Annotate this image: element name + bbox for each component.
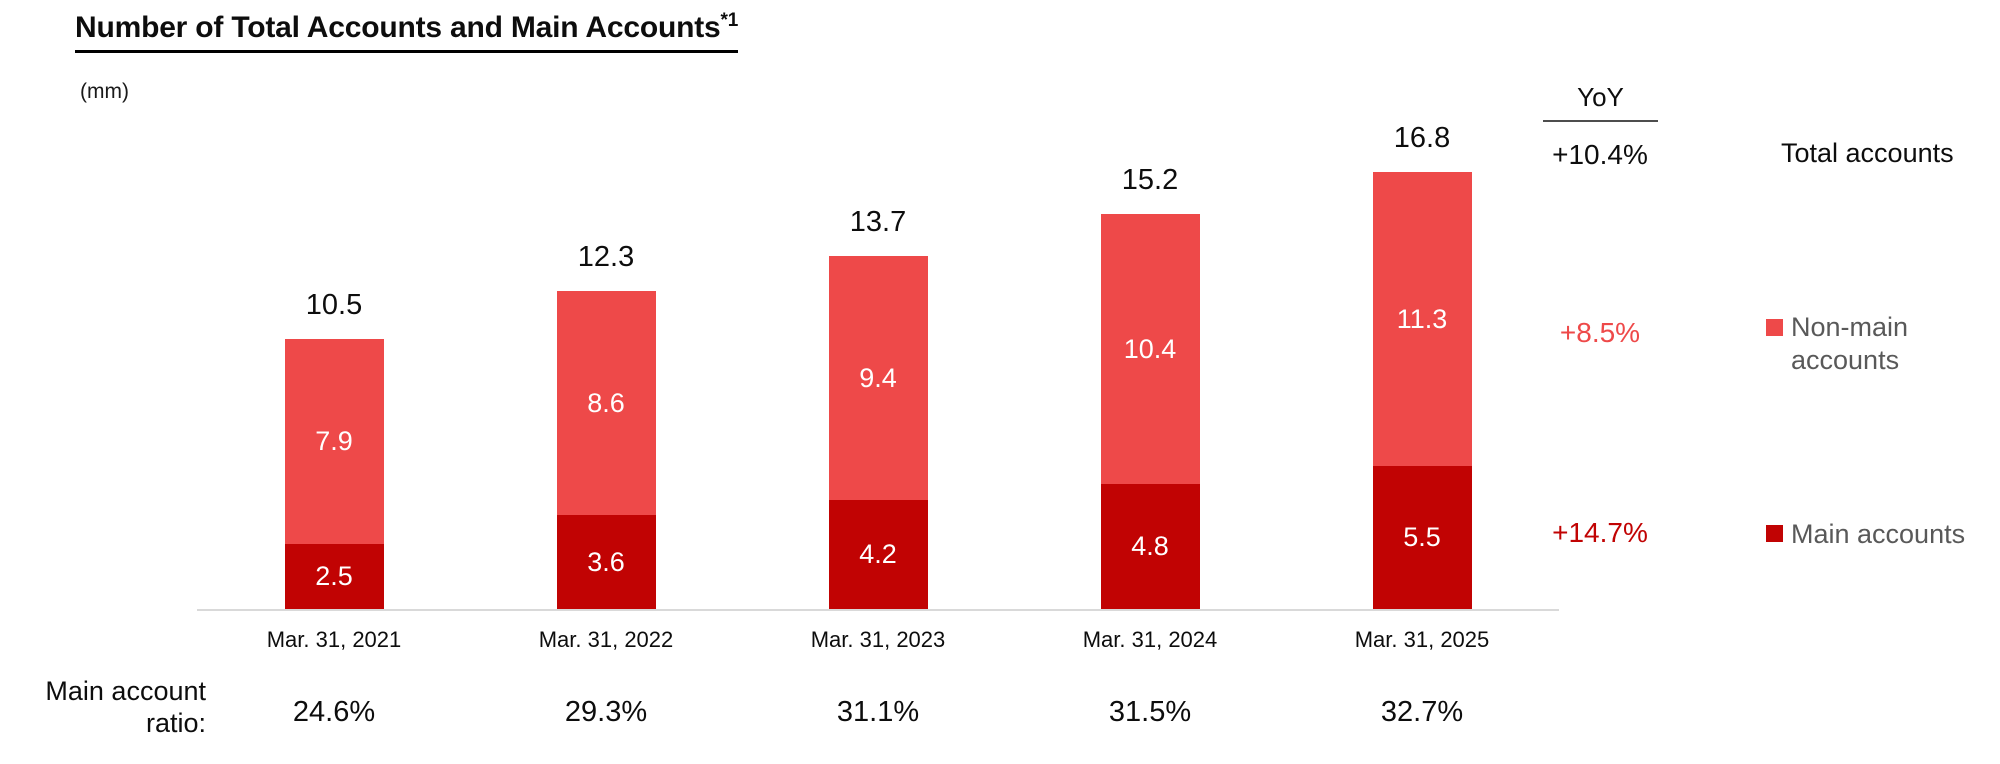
ratio-caption-line2: ratio: bbox=[145, 708, 206, 738]
page-title-text: Number of Total Accounts and Main Accoun… bbox=[75, 11, 721, 44]
footnote-marker: *1 bbox=[720, 10, 739, 31]
main-account-ratio-value: 31.1% bbox=[836, 696, 920, 728]
bar-segment-nonmain-value: 9.4 bbox=[859, 363, 897, 393]
legend-nonmain-swatch-icon bbox=[1766, 319, 1783, 336]
bar-total-value: 10.5 bbox=[305, 289, 363, 321]
bar-segment-main bbox=[556, 515, 656, 609]
bar-segment-nonmain bbox=[1372, 172, 1472, 466]
legend-total-accounts-label: Total accounts bbox=[1781, 138, 1954, 168]
page-title: Number of Total Accounts and Main Accoun… bbox=[75, 10, 738, 53]
bar-segment-main-value: 3.6 bbox=[587, 547, 625, 577]
bar-segment-nonmain bbox=[284, 339, 384, 544]
yoy-main-change: +14.7% bbox=[1552, 517, 1648, 548]
legend-nonmain-label: Non-main accounts bbox=[1791, 311, 1908, 377]
unit-label: (mm) bbox=[80, 80, 129, 103]
bar-segment-main bbox=[1100, 484, 1200, 609]
legend-nonmain-line2: accounts bbox=[1791, 345, 1900, 375]
x-axis-label: Mar. 31, 2024 bbox=[1082, 627, 1218, 652]
bar-total-value: 15.2 bbox=[1121, 164, 1179, 196]
main-account-ratio-value: 31.5% bbox=[1108, 696, 1192, 728]
legend-main-swatch-icon bbox=[1766, 525, 1783, 542]
bar-segment-nonmain bbox=[828, 256, 928, 500]
main-account-ratio-value: 29.3% bbox=[564, 696, 648, 728]
bar-total-value: 16.8 bbox=[1393, 122, 1451, 154]
bar-segment-main-value: 4.8 bbox=[1131, 531, 1169, 561]
legend-main-label: Main accounts bbox=[1791, 519, 1966, 549]
bar-segment-nonmain-value: 10.4 bbox=[1123, 334, 1177, 364]
bar-segment-main-value: 2.5 bbox=[315, 561, 353, 591]
bar-segment-main-value: 4.2 bbox=[859, 539, 897, 569]
ratio-caption-line1: Main account bbox=[45, 676, 206, 706]
x-axis-line bbox=[197, 609, 1559, 611]
bar-segment-main bbox=[1372, 466, 1472, 609]
main-account-ratio-caption: Main account ratio: bbox=[0, 675, 206, 739]
x-axis-label: Mar. 31, 2025 bbox=[1354, 627, 1490, 652]
bar-segment-nonmain bbox=[556, 291, 656, 515]
bar-segment-nonmain bbox=[1100, 214, 1200, 484]
bar-segment-nonmain-value: 7.9 bbox=[315, 426, 353, 456]
legend-nonmain-line1: Non-main bbox=[1791, 312, 1909, 342]
yoy-nonmain-change: +8.5% bbox=[1559, 317, 1641, 348]
page-title-underlined: Number of Total Accounts and Main Accoun… bbox=[75, 10, 738, 53]
bar-segment-main bbox=[828, 500, 928, 609]
main-account-ratio-value: 32.7% bbox=[1380, 696, 1464, 728]
x-axis-label: Mar. 31, 2021 bbox=[266, 627, 402, 652]
bar-total-value: 13.7 bbox=[849, 206, 907, 238]
bar-segment-main-value: 5.5 bbox=[1403, 522, 1441, 552]
yoy-header-underline bbox=[1543, 120, 1658, 122]
yoy-total-change: +10.4% bbox=[1552, 139, 1648, 170]
bar-segment-nonmain-value: 8.6 bbox=[587, 388, 625, 418]
main-account-ratio-value: 24.6% bbox=[292, 696, 376, 728]
bar-total-value: 12.3 bbox=[577, 241, 635, 273]
x-axis-label: Mar. 31, 2023 bbox=[810, 627, 946, 652]
bar-segment-nonmain-value: 11.3 bbox=[1396, 304, 1448, 334]
bar-segment-main bbox=[284, 544, 384, 609]
x-axis-label: Mar. 31, 2022 bbox=[538, 627, 674, 652]
yoy-header: YoY bbox=[1577, 82, 1624, 112]
